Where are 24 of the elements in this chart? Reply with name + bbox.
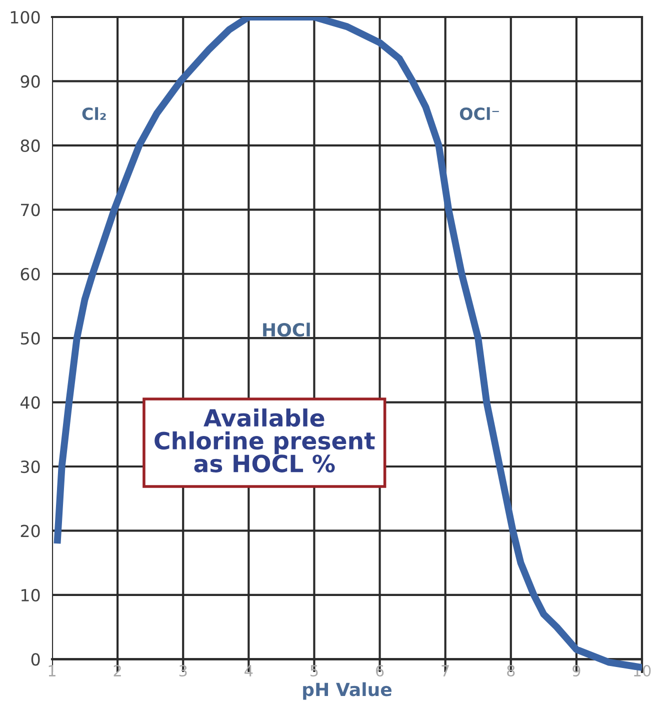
x-tick-label: 2	[114, 664, 121, 676]
y-tick-label: 90	[20, 75, 40, 88]
annotation: Available Chlorine present as HOCL %	[154, 408, 375, 472]
annotation: Cl₂	[82, 107, 106, 120]
y-tick-label: 40	[20, 396, 40, 409]
x-tick-label: 9	[572, 664, 580, 677]
y-tick-label: 0	[31, 653, 40, 666]
y-tick-label: 70	[21, 204, 40, 216]
x-tick-label: 8	[507, 664, 515, 677]
annotation: OCl⁻	[460, 107, 499, 120]
x-tick-label: 1	[48, 665, 56, 676]
y-tick-label: 100	[10, 10, 40, 24]
y-tick-label: 50	[20, 332, 40, 345]
y-tick-label: 20	[20, 524, 40, 538]
x-axis-title: pH Value	[303, 682, 392, 700]
y-tick-label: 80	[20, 139, 40, 152]
y-tick-label: 30	[20, 460, 40, 474]
x-tick-label: 5	[310, 665, 318, 677]
y-tick-label: 10	[22, 588, 40, 602]
annotation: HOCl	[263, 322, 310, 337]
y-tick-label: 60	[20, 268, 40, 280]
x-tick-label: 3	[179, 664, 187, 677]
x-tick-label: 6	[376, 664, 384, 677]
x-tick-label: 7	[442, 665, 449, 676]
